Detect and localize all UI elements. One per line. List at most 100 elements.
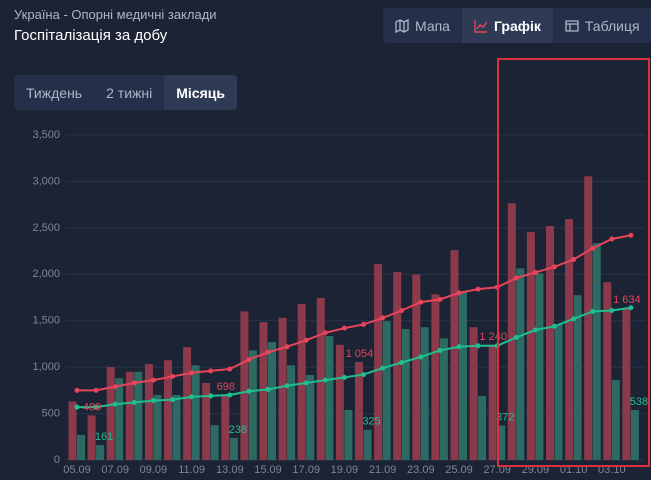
line-point: [74, 404, 80, 410]
tab-label: Графік: [493, 17, 541, 34]
x-tick-label: 21.09: [369, 464, 397, 476]
view-tab[interactable]: Графік: [461, 8, 553, 43]
x-tick-label: 05.09: [63, 464, 91, 476]
value-label: 238: [229, 424, 247, 436]
y-tick-label: 1,500: [32, 315, 60, 327]
bar: [401, 329, 410, 460]
region: Україна - Опорні медичні заклади: [14, 7, 217, 22]
tab-label: Мапа: [415, 17, 450, 34]
bar: [526, 232, 535, 460]
highlight-box: [497, 58, 650, 467]
bar: [106, 367, 115, 460]
bar: [134, 371, 143, 460]
line-point: [399, 360, 405, 365]
line-point: [380, 315, 386, 321]
bar: [535, 273, 544, 460]
line-point: [284, 383, 290, 389]
bar: [363, 429, 372, 460]
line-point: [361, 321, 366, 327]
period-tab[interactable]: Тиждень: [26, 84, 83, 101]
bar: [459, 291, 467, 460]
line-point: [590, 245, 596, 251]
bar: [259, 322, 268, 460]
line-point: [303, 337, 309, 343]
line: [77, 234, 632, 392]
bar: [450, 250, 459, 460]
bar: [229, 437, 238, 460]
line-point: [246, 357, 252, 363]
line-point: [93, 387, 99, 393]
bar: [393, 271, 402, 460]
line-point: [74, 387, 80, 393]
bar: [96, 445, 105, 460]
plot: 0 500 1,000 1,500 2,000 2,500 3,000 3,500 05.09 0…: [32, 129, 648, 476]
bar: [355, 362, 363, 460]
x-tick-label: 23.09: [407, 464, 435, 476]
bar: [87, 415, 96, 460]
period-tab[interactable]: 2 тижні: [106, 84, 153, 101]
bar: [172, 395, 181, 460]
bar: [287, 365, 296, 460]
line-point: [513, 275, 519, 281]
bar: [144, 363, 153, 460]
line-point: [112, 384, 118, 390]
bar: [202, 382, 211, 460]
line-point: [437, 347, 443, 353]
line-point: [571, 316, 577, 322]
x-tick-label: 19.09: [331, 464, 359, 476]
bar: [592, 243, 601, 460]
line-point: [380, 365, 386, 371]
value-label: 1 054: [346, 348, 374, 360]
bar: [382, 321, 391, 460]
tab-label: Таблиця: [584, 17, 640, 34]
line-point: [475, 343, 481, 349]
bar: [565, 219, 574, 460]
line-point: [341, 374, 347, 380]
line-point: [131, 399, 137, 405]
line-point: [590, 308, 596, 314]
bar: [153, 395, 162, 460]
line-point: [628, 232, 634, 238]
view-tab[interactable]: Мапа: [383, 8, 462, 43]
line-point: [227, 392, 233, 398]
line-point: [150, 398, 156, 404]
bar: [478, 395, 487, 460]
bar: [125, 371, 134, 460]
line-point: [399, 308, 405, 313]
bar: [488, 344, 497, 460]
bar: [584, 176, 593, 461]
line: [77, 306, 632, 409]
line-point: [170, 397, 175, 403]
bar: [554, 324, 563, 460]
bar: [630, 410, 639, 460]
bar: [344, 409, 353, 460]
bar: [497, 425, 506, 460]
bar: [516, 268, 525, 460]
line-point: [208, 393, 214, 399]
view-tab[interactable]: Таблиця: [553, 8, 651, 43]
bar: [68, 401, 77, 460]
table-icon: [565, 19, 579, 32]
x-tick-label: 17.09: [292, 464, 320, 476]
line-point: [150, 377, 156, 383]
bar: [115, 378, 124, 460]
line-point: [246, 388, 252, 394]
period-tab[interactable]: Місяць: [164, 75, 237, 110]
x-tick-label: 11.09: [178, 464, 205, 476]
line-point: [552, 323, 557, 329]
line-point: [532, 327, 538, 333]
map-icon: [395, 18, 409, 33]
line-point: [418, 354, 424, 360]
bar: [306, 375, 315, 460]
bar: [412, 274, 421, 460]
line-point: [456, 290, 462, 296]
value-label: 161: [95, 431, 113, 443]
line-point: [131, 380, 137, 386]
line-point: [532, 269, 538, 275]
period-tabs: Тиждень 2 тижні Місяць: [14, 75, 237, 110]
page-title: Госпіталізація за добу: [14, 27, 168, 44]
x-tick-label: 15.09: [254, 464, 282, 476]
bar: [374, 264, 383, 460]
value-label: 325: [362, 416, 380, 428]
